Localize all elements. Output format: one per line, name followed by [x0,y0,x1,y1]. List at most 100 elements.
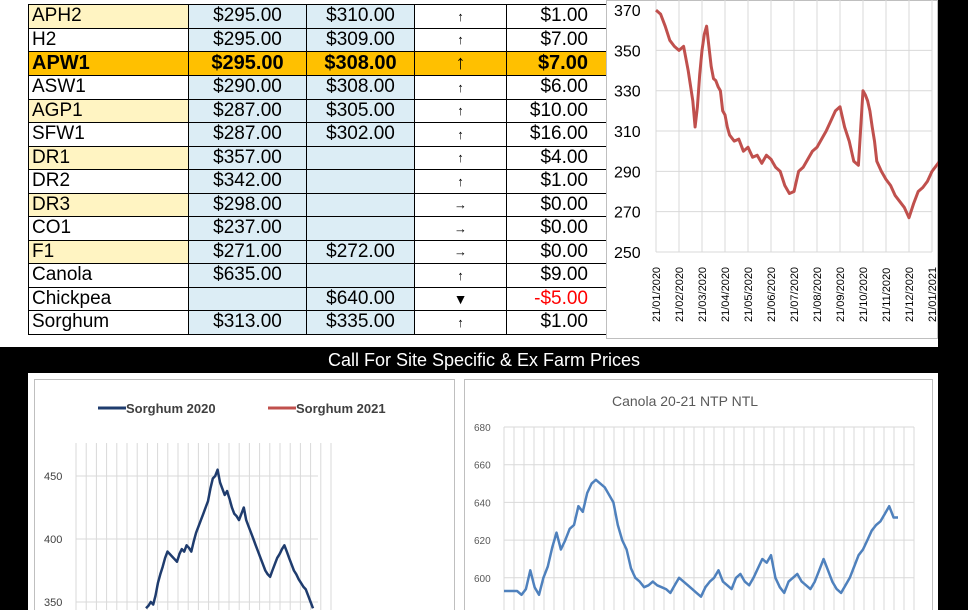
grade-cell: Chickpea [28,286,189,311]
price-cell-2: $308.00 [306,51,415,76]
y-tick-label: 290 [614,164,641,181]
price-cell-1 [188,286,307,311]
left-black-strip [0,347,28,610]
change-cell: $10.00 [506,98,607,123]
chart-title: Canola 20-21 NTP NTL [612,393,758,409]
price-cell-2 [306,263,415,288]
change-cell: $0.00 [506,216,607,241]
right-black-strip [938,347,968,610]
change-cell: $7.00 [506,27,607,52]
change-cell: -$5.00 [506,286,607,311]
grade-cell: AGP1 [28,98,189,123]
y-tick-label: 350 [44,597,62,609]
change-cell: $1.00 [506,169,607,194]
site-specific-banner: Call For Site Specific & Ex Farm Prices [0,347,968,373]
price-cell-2: $302.00 [306,122,415,147]
table-row: CO1 $237.00 → $0.00 [28,216,607,241]
trend-cell: ↑ [414,169,507,194]
price-cell-2 [306,192,415,217]
price-cell-2 [306,145,415,170]
x-tick-label: 21/02/2020 [674,267,686,322]
y-tick-label: 660 [474,461,491,472]
price-cell-1: $237.00 [188,216,307,241]
trend-cell: ↑ [414,4,507,29]
x-tick-label: 21/01/2020 [651,267,663,322]
x-tick-label: 21/05/2020 [743,267,755,322]
x-tick-label: 21/01/2021 [927,267,938,322]
price-cell-2 [306,169,415,194]
trend-cell: ↑ [414,263,507,288]
grade-cell: H2 [28,27,189,52]
chart-border [606,0,938,339]
table-row: H2 $295.00 $309.00 ↑ $7.00 [28,27,607,52]
trend-cell: → [414,192,507,217]
x-tick-label: 21/04/2020 [720,267,732,322]
price-cell-1: $295.00 [188,51,307,76]
trend-cell: ↑ [414,145,507,170]
change-cell: $6.00 [506,75,607,100]
trend-cell: ↑ [414,27,507,52]
canola-price-line [504,478,898,598]
x-tick-label: 21/07/2020 [789,267,801,322]
table-row: Canola $635.00 ↑ $9.00 [28,263,607,288]
grade-cell: CO1 [28,216,189,241]
table-row: DR3 $298.00 → $0.00 [28,192,607,217]
table-row: Chickpea $640.00 ▼ -$5.00 [28,286,607,311]
change-cell: $1.00 [506,310,607,335]
grade-cell: Canola [28,263,189,288]
trend-cell: → [414,216,507,241]
y-tick-label: 620 [474,536,491,547]
price-cell-2: $335.00 [306,310,415,335]
y-tick-label-partial: 370 [614,3,641,20]
price-cell-1: $635.00 [188,263,307,288]
grade-cell: APW1 [28,51,189,76]
price-cell-1: $287.00 [188,122,307,147]
sorghum-2020-line [145,468,315,610]
change-cell: $7.00 [506,51,607,76]
price-cell-1: $298.00 [188,192,307,217]
chart-border [464,379,933,610]
chart-border [34,379,455,610]
change-cell: $16.00 [506,122,607,147]
table-row: DR1 $357.00 ↑ $4.00 [28,145,607,170]
trend-cell: ↑ [414,98,507,123]
bottom-charts-area: Sorghum 2020 Sorghum 2021 450 400 350 Canola… [28,373,938,610]
y-tick-label: 400 [44,534,62,546]
grade-cell: F1 [28,239,189,264]
price-cell-2: $640.00 [306,286,415,311]
y-tick-label: 450 [44,471,62,483]
price-cell-1: $342.00 [188,169,307,194]
trend-cell: ↑ [414,310,507,335]
trend-cell: ↑ [414,75,507,100]
table-row: AGP1 $287.00 $305.00 ↑ $10.00 [28,98,607,123]
table-row: APW1 $295.00 $308.00 ↑ $7.00 [28,51,607,76]
trend-cell: ▼ [414,286,507,311]
legend-label: Sorghum 2021 [296,401,386,416]
trend-cell: ↑ [414,51,507,76]
table-row: Sorghum $313.00 $335.00 ↑ $1.00 [28,310,607,335]
y-tick-label: 310 [614,124,641,141]
y-tick-label: 250 [614,245,641,262]
price-cell-2: $272.00 [306,239,415,264]
top-left-black-strip [0,0,28,347]
table-row: F1 $271.00 $272.00 → $0.00 [28,239,607,264]
change-cell: $4.00 [506,145,607,170]
x-tick-label: 21/12/2020 [904,267,916,322]
table-row: APH2 $295.00 $310.00 ↑ $1.00 [28,4,607,29]
price-cell-1: $357.00 [188,145,307,170]
x-tick-label: 21/09/2020 [835,267,847,322]
table-row: SFW1 $287.00 $302.00 ↑ $16.00 [28,122,607,147]
change-cell: $0.00 [506,239,607,264]
grade-cell: APH2 [28,4,189,29]
price-cell-2: $305.00 [306,98,415,123]
change-cell: $9.00 [506,263,607,288]
grade-cell: DR3 [28,192,189,217]
apw1-price-chart: 21/01/2020 21/02/2020 21/03/2020 21/04/2020… [606,0,938,339]
price-cell-2: $310.00 [306,4,415,29]
y-tick-label: 270 [614,205,641,222]
price-cell-1: $271.00 [188,239,307,264]
legend-label: Sorghum 2020 [126,401,216,416]
price-cell-1: $290.00 [188,75,307,100]
grade-cell: DR1 [28,145,189,170]
x-tick-label: 21/06/2020 [766,267,778,322]
